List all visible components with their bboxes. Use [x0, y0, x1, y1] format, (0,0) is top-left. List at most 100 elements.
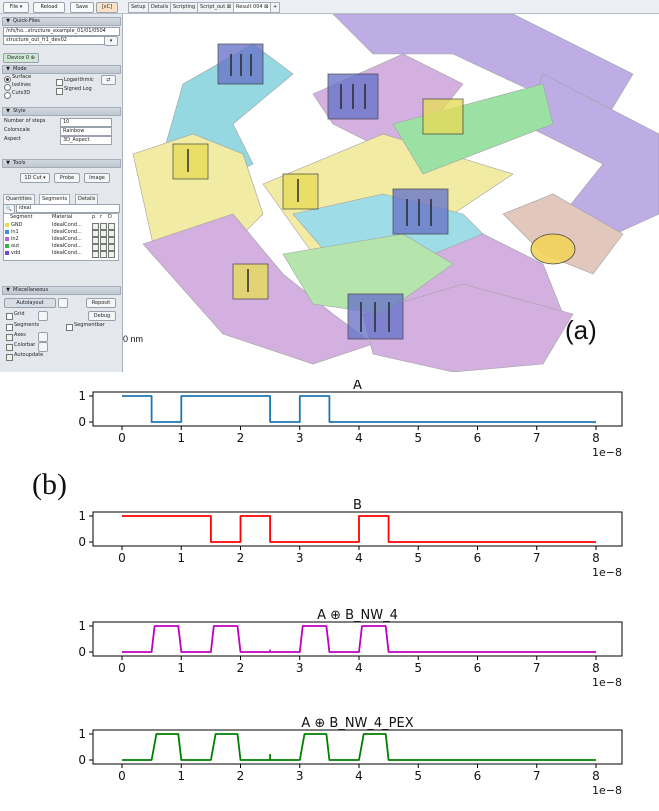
y-tick-label: 0	[78, 753, 86, 767]
tab-details[interactable]: Details	[148, 2, 172, 13]
table-header-material: Material	[52, 214, 73, 220]
segment-visibility-checkbox[interactable]	[100, 230, 107, 237]
segmentbar-checkbox[interactable]	[66, 324, 73, 331]
mode-surface-radio[interactable]	[4, 76, 11, 83]
contact-block	[422, 98, 464, 135]
segment-visibility-checkbox[interactable]	[92, 230, 99, 237]
segment-material: IdealCond...	[52, 229, 82, 235]
quickfile-path-1[interactable]: /nfs/ho...structure_example_01/01/0504	[3, 27, 120, 36]
autolayout-options-button[interactable]	[58, 298, 68, 308]
tab-script-out[interactable]: Script_out ⊠	[197, 2, 234, 13]
colorbar-options-button[interactable]	[38, 342, 48, 352]
tools-header[interactable]: ▼ Tools	[2, 159, 121, 168]
x-tick-label: 4	[355, 769, 363, 783]
segment-filter-input[interactable]: ideal	[16, 204, 120, 213]
x-tick-label: 7	[533, 551, 541, 565]
axes-label: Axes	[14, 332, 26, 338]
tab-setup[interactable]: Setup	[128, 2, 149, 13]
panel-label-b: (b)	[32, 468, 67, 501]
segment-visibility-checkbox[interactable]	[108, 237, 115, 244]
segment-name[interactable]: in2	[11, 236, 19, 242]
quickfile-options-button[interactable]: ▾	[104, 36, 118, 46]
quickfile-path-2[interactable]: structure_out_fr1_dev02	[3, 36, 105, 45]
autoupdate-checkbox[interactable]	[6, 354, 13, 361]
x-scale-label: 1e−8	[592, 446, 622, 459]
segment-visibility-checkbox[interactable]	[108, 251, 115, 258]
logarithmic-checkbox[interactable]	[56, 79, 63, 86]
segment-visibility-checkbox[interactable]	[108, 244, 115, 251]
colorbar-checkbox[interactable]	[6, 344, 13, 351]
ec-button[interactable]: [εC]	[96, 2, 118, 13]
mode-cuts3d-radio[interactable]	[4, 92, 11, 99]
tab-result-004[interactable]: Result 004 ⊠	[233, 2, 272, 13]
style-title: Style	[13, 108, 26, 114]
steps-spinner[interactable]: 10	[60, 118, 112, 127]
x-tick-label: 5	[414, 551, 422, 565]
segment-name[interactable]: out	[11, 243, 20, 249]
waveform-figure: (b) A 0 1 2 3 4 5 6 7 8 1e−8 0 1 B 0 1 2 3 4 5 6 7 8 1e−8 0 1 A ⊕ …	[0, 378, 659, 807]
segment-name[interactable]: vdd	[11, 250, 21, 256]
mode-surface-label: Surface	[12, 74, 32, 80]
segment-visibility-checkbox[interactable]	[92, 251, 99, 258]
tab-add[interactable]: +	[270, 2, 281, 13]
segment-visibility-checkbox[interactable]	[108, 230, 115, 237]
debug-button[interactable]: Debug	[88, 311, 116, 321]
3d-viewport[interactable]: (a) 0 nm	[123, 14, 659, 372]
mode-header[interactable]: ▼ Mode	[2, 65, 121, 74]
axes-checkbox[interactable]	[6, 334, 13, 341]
colorscale-select[interactable]: Rainbow	[60, 127, 112, 136]
probe-button[interactable]: Probe	[54, 173, 80, 183]
swap-button[interactable]: ⇄	[101, 75, 116, 85]
grid-checkbox[interactable]	[6, 313, 13, 320]
x-tick-label: 3	[296, 769, 304, 783]
style-header[interactable]: ▼ Style	[2, 107, 121, 116]
segment-visibility-checkbox[interactable]	[92, 223, 99, 230]
x-tick-label: 4	[355, 661, 363, 675]
contact-block	[392, 188, 449, 235]
x-tick-label: 6	[474, 769, 482, 783]
x-tick-label: 3	[296, 661, 304, 675]
segment-name[interactable]: in1	[11, 229, 19, 235]
segment-visibility-checkbox[interactable]	[92, 244, 99, 251]
autolayout-button[interactable]: Autolayout	[4, 298, 56, 308]
segment-visibility-checkbox[interactable]	[100, 244, 107, 251]
quickfiles-header[interactable]: ▼ Quick-Files	[2, 17, 121, 26]
file-menu-button[interactable]: File ▾	[3, 2, 29, 13]
plot-frame	[92, 391, 623, 427]
segment-visibility-checkbox[interactable]	[100, 237, 107, 244]
segment-visibility-checkbox[interactable]	[100, 223, 107, 230]
reposit-button[interactable]: Reposit	[86, 298, 116, 308]
axes-options-button[interactable]	[38, 332, 48, 342]
out-green-lower	[282, 233, 454, 315]
x-tick-label: 8	[592, 769, 600, 783]
mode-isolines-label: Isolines	[12, 82, 31, 88]
segment-name[interactable]: GND	[11, 222, 23, 228]
segment-visibility-checkbox[interactable]	[92, 237, 99, 244]
signed-log-checkbox[interactable]	[56, 88, 63, 95]
image-button[interactable]: Image	[84, 173, 110, 183]
steps-label: Number of steps	[4, 118, 46, 124]
device-tab[interactable]: Device 0 ⊕	[3, 53, 39, 63]
save-button[interactable]: Save	[70, 2, 94, 13]
y-tick-label: 1	[78, 509, 86, 523]
tab-scripting[interactable]: Scripting	[170, 2, 199, 13]
reload-button[interactable]: Reload	[33, 2, 65, 13]
segment-visibility-checkbox[interactable]	[100, 251, 107, 258]
1d-cut-button[interactable]: 1D Cut ▾	[20, 173, 50, 183]
out-green-shape	[392, 83, 554, 175]
collapse-icon: ▼	[6, 18, 10, 24]
x-tick-label: 3	[296, 431, 304, 445]
grid-options-button[interactable]	[38, 311, 48, 321]
mode-isolines-radio[interactable]	[4, 84, 11, 91]
x-tick-label: 5	[414, 431, 422, 445]
x-tick-label: 1	[177, 551, 185, 565]
x-tick-label: 5	[414, 661, 422, 675]
segment-visibility-checkbox[interactable]	[108, 223, 115, 230]
misc-header[interactable]: ▼ Miscellaneous	[2, 286, 121, 295]
aspect-select[interactable]: 3D_Aspect	[60, 136, 112, 145]
logarithmic-label: Logarithmic	[64, 77, 94, 83]
x-tick-label: 7	[533, 431, 541, 445]
segments-checkbox[interactable]	[6, 324, 13, 331]
x-tick-label: 0	[118, 769, 126, 783]
x-tick-label: 6	[474, 661, 482, 675]
